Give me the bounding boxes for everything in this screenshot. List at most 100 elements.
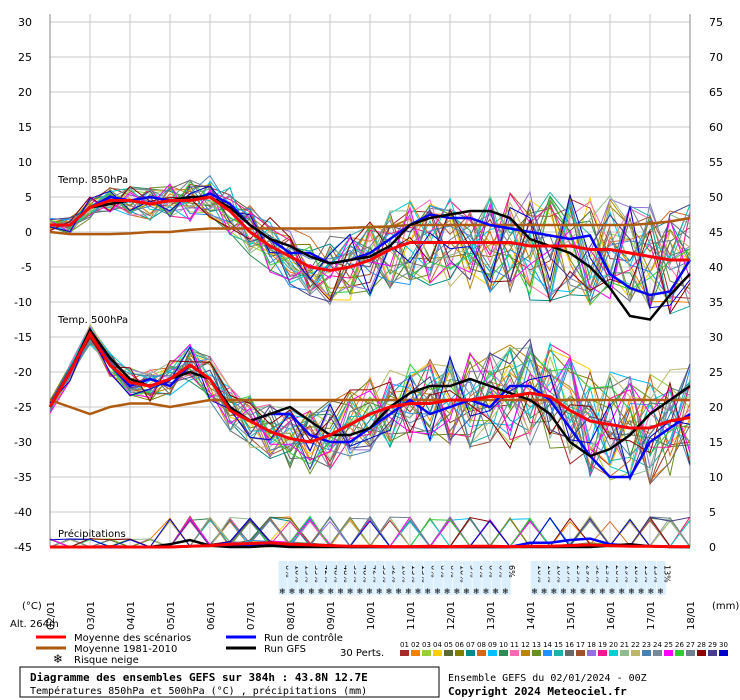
snow-risk-cell: [424, 561, 433, 595]
pert-number: 12: [521, 641, 530, 649]
legend: Moyenne des scénarios Moyenne 1981-2010 …: [36, 632, 343, 666]
snowflake-icon: ❄: [425, 587, 432, 596]
y-right-tick-label: 50: [709, 191, 723, 204]
snow-risk-cell: [375, 561, 385, 595]
legend-control-label: Run de contrôle: [264, 632, 343, 644]
member-t850-line: [49, 190, 691, 304]
snowflake-icon: ❄: [415, 587, 422, 596]
snowflake-icon: ❄: [444, 587, 451, 596]
series-precip-line: [50, 541, 690, 549]
pert-number: 29: [708, 641, 717, 649]
snowflake-icon: ❄: [308, 587, 315, 596]
legend-snow-label: Risque neige: [74, 655, 139, 666]
snowflake-icon: ❄: [347, 587, 354, 596]
snow-risk-cell: [278, 561, 288, 595]
pert-swatch: [708, 650, 717, 656]
x-date-label: 12/01: [446, 601, 457, 630]
y-left-tick-label: 5: [25, 191, 32, 204]
snow-risk-value: 6%: [507, 565, 516, 578]
snow-risk-cell: [462, 561, 472, 595]
y-right-tick-label: 20: [709, 401, 723, 414]
member-t500-line: [49, 330, 691, 482]
snow-risk-cell: [501, 561, 511, 595]
snowflake-icon: ❄: [619, 587, 626, 596]
snowflake-icon: ❄: [318, 587, 325, 596]
legend-gfs-label: Run GFS: [264, 644, 306, 655]
y-left-tick-label: -10: [14, 296, 32, 309]
pert-number: 04: [433, 641, 442, 649]
snowflake-icon: ❄: [628, 587, 635, 596]
snowflake-icon: ❄: [53, 652, 63, 666]
snowflake-icon: ❄: [589, 587, 596, 596]
member-t850-line: [49, 185, 691, 310]
x-date-label: 09/01: [326, 601, 337, 630]
y-right-tick-label: 0: [709, 541, 716, 554]
pert-number: 13: [532, 641, 541, 649]
x-date-label: 11/01: [406, 601, 417, 630]
snow-risk-cell: [656, 561, 666, 595]
pert-number: 10: [499, 641, 508, 649]
pert-swatch: [587, 650, 596, 656]
snowflake-icon: ❄: [599, 587, 606, 596]
snowflake-icon: ❄: [357, 587, 364, 596]
pert-swatch: [532, 650, 541, 656]
snow-risk-cell: [608, 561, 618, 595]
snow-risk-cell: [540, 561, 550, 595]
snow-risk-band: 6%❄10%❄13%❄35%❄42%❄48%❄48%❄39%❄48%❄42%❄3…: [278, 561, 671, 596]
pert-swatch: [433, 650, 442, 656]
y-left-tick-label: -15: [14, 331, 32, 344]
snowflake-icon: ❄: [648, 587, 655, 596]
snow-risk-cell: [530, 561, 540, 595]
pert-swatch: [664, 650, 673, 656]
snow-risk-cell: [627, 561, 637, 595]
y-left-tick-label: -25: [14, 401, 32, 414]
pert-swatch: [609, 650, 618, 656]
snow-risk-cell: [472, 561, 482, 595]
snow-risk-cell: [598, 561, 608, 595]
pert-swatch: [466, 650, 475, 656]
snowflake-icon: ❄: [337, 587, 344, 596]
y-right-tick-label: 40: [709, 261, 723, 274]
y-right-tick-label: 70: [709, 51, 723, 64]
snowflake-icon: ❄: [638, 587, 645, 596]
pert-number: 25: [664, 641, 673, 649]
pert-swatch: [719, 650, 728, 656]
info-box: [19, 666, 440, 698]
section-label-t500: Temp. 500hPa: [57, 315, 128, 326]
pert-swatch: [422, 650, 431, 656]
y-left-tick-label: 25: [18, 51, 32, 64]
snow-risk-cell: [443, 561, 453, 595]
member-t850-line: [49, 198, 691, 300]
pert-number: 22: [631, 641, 640, 649]
y-left-tick-label: 10: [18, 156, 32, 169]
pert-swatch: [499, 650, 508, 656]
pert-number: 03: [422, 641, 431, 649]
pert-number: 14: [543, 641, 552, 649]
legend-climate-label: Moyenne 1981-2010: [74, 644, 177, 655]
pert-swatch: [620, 650, 629, 656]
y-left-tick-label: 30: [18, 16, 32, 29]
pert-number: 23: [642, 641, 651, 649]
snowflake-icon: ❄: [298, 587, 305, 596]
main-series: [48, 192, 692, 549]
snowflake-icon: ❄: [289, 587, 296, 596]
snow-risk-cell: [365, 561, 375, 595]
pert-number: 06: [455, 641, 464, 649]
series-t500-line: [48, 330, 691, 444]
snow-risk-cell: [569, 561, 579, 595]
pert-number: 24: [653, 641, 662, 649]
y-left-tick-label: 0: [25, 226, 32, 239]
pert-swatch: [455, 650, 464, 656]
snow-risk-cell: [433, 561, 443, 595]
y-right-tick-label: 25: [709, 366, 723, 379]
pert-swatch: [642, 650, 651, 656]
copyright: Copyright 2024 Meteociel.fr: [448, 685, 627, 698]
x-date-label: 05/01: [166, 601, 177, 630]
snow-risk-cell: [491, 561, 501, 595]
snow-risk-cell: [288, 561, 298, 595]
y-left-tick-label: -45: [14, 541, 32, 554]
perturbation-legend: 01 02 03 04 05 06 07 08 09 10 11 12 13 14 15 16 17 18 19 20…: [400, 641, 728, 656]
y-right-tick-label: 60: [709, 121, 723, 134]
member-t500-line: [49, 333, 691, 486]
x-date-label: 16/01: [606, 601, 617, 630]
